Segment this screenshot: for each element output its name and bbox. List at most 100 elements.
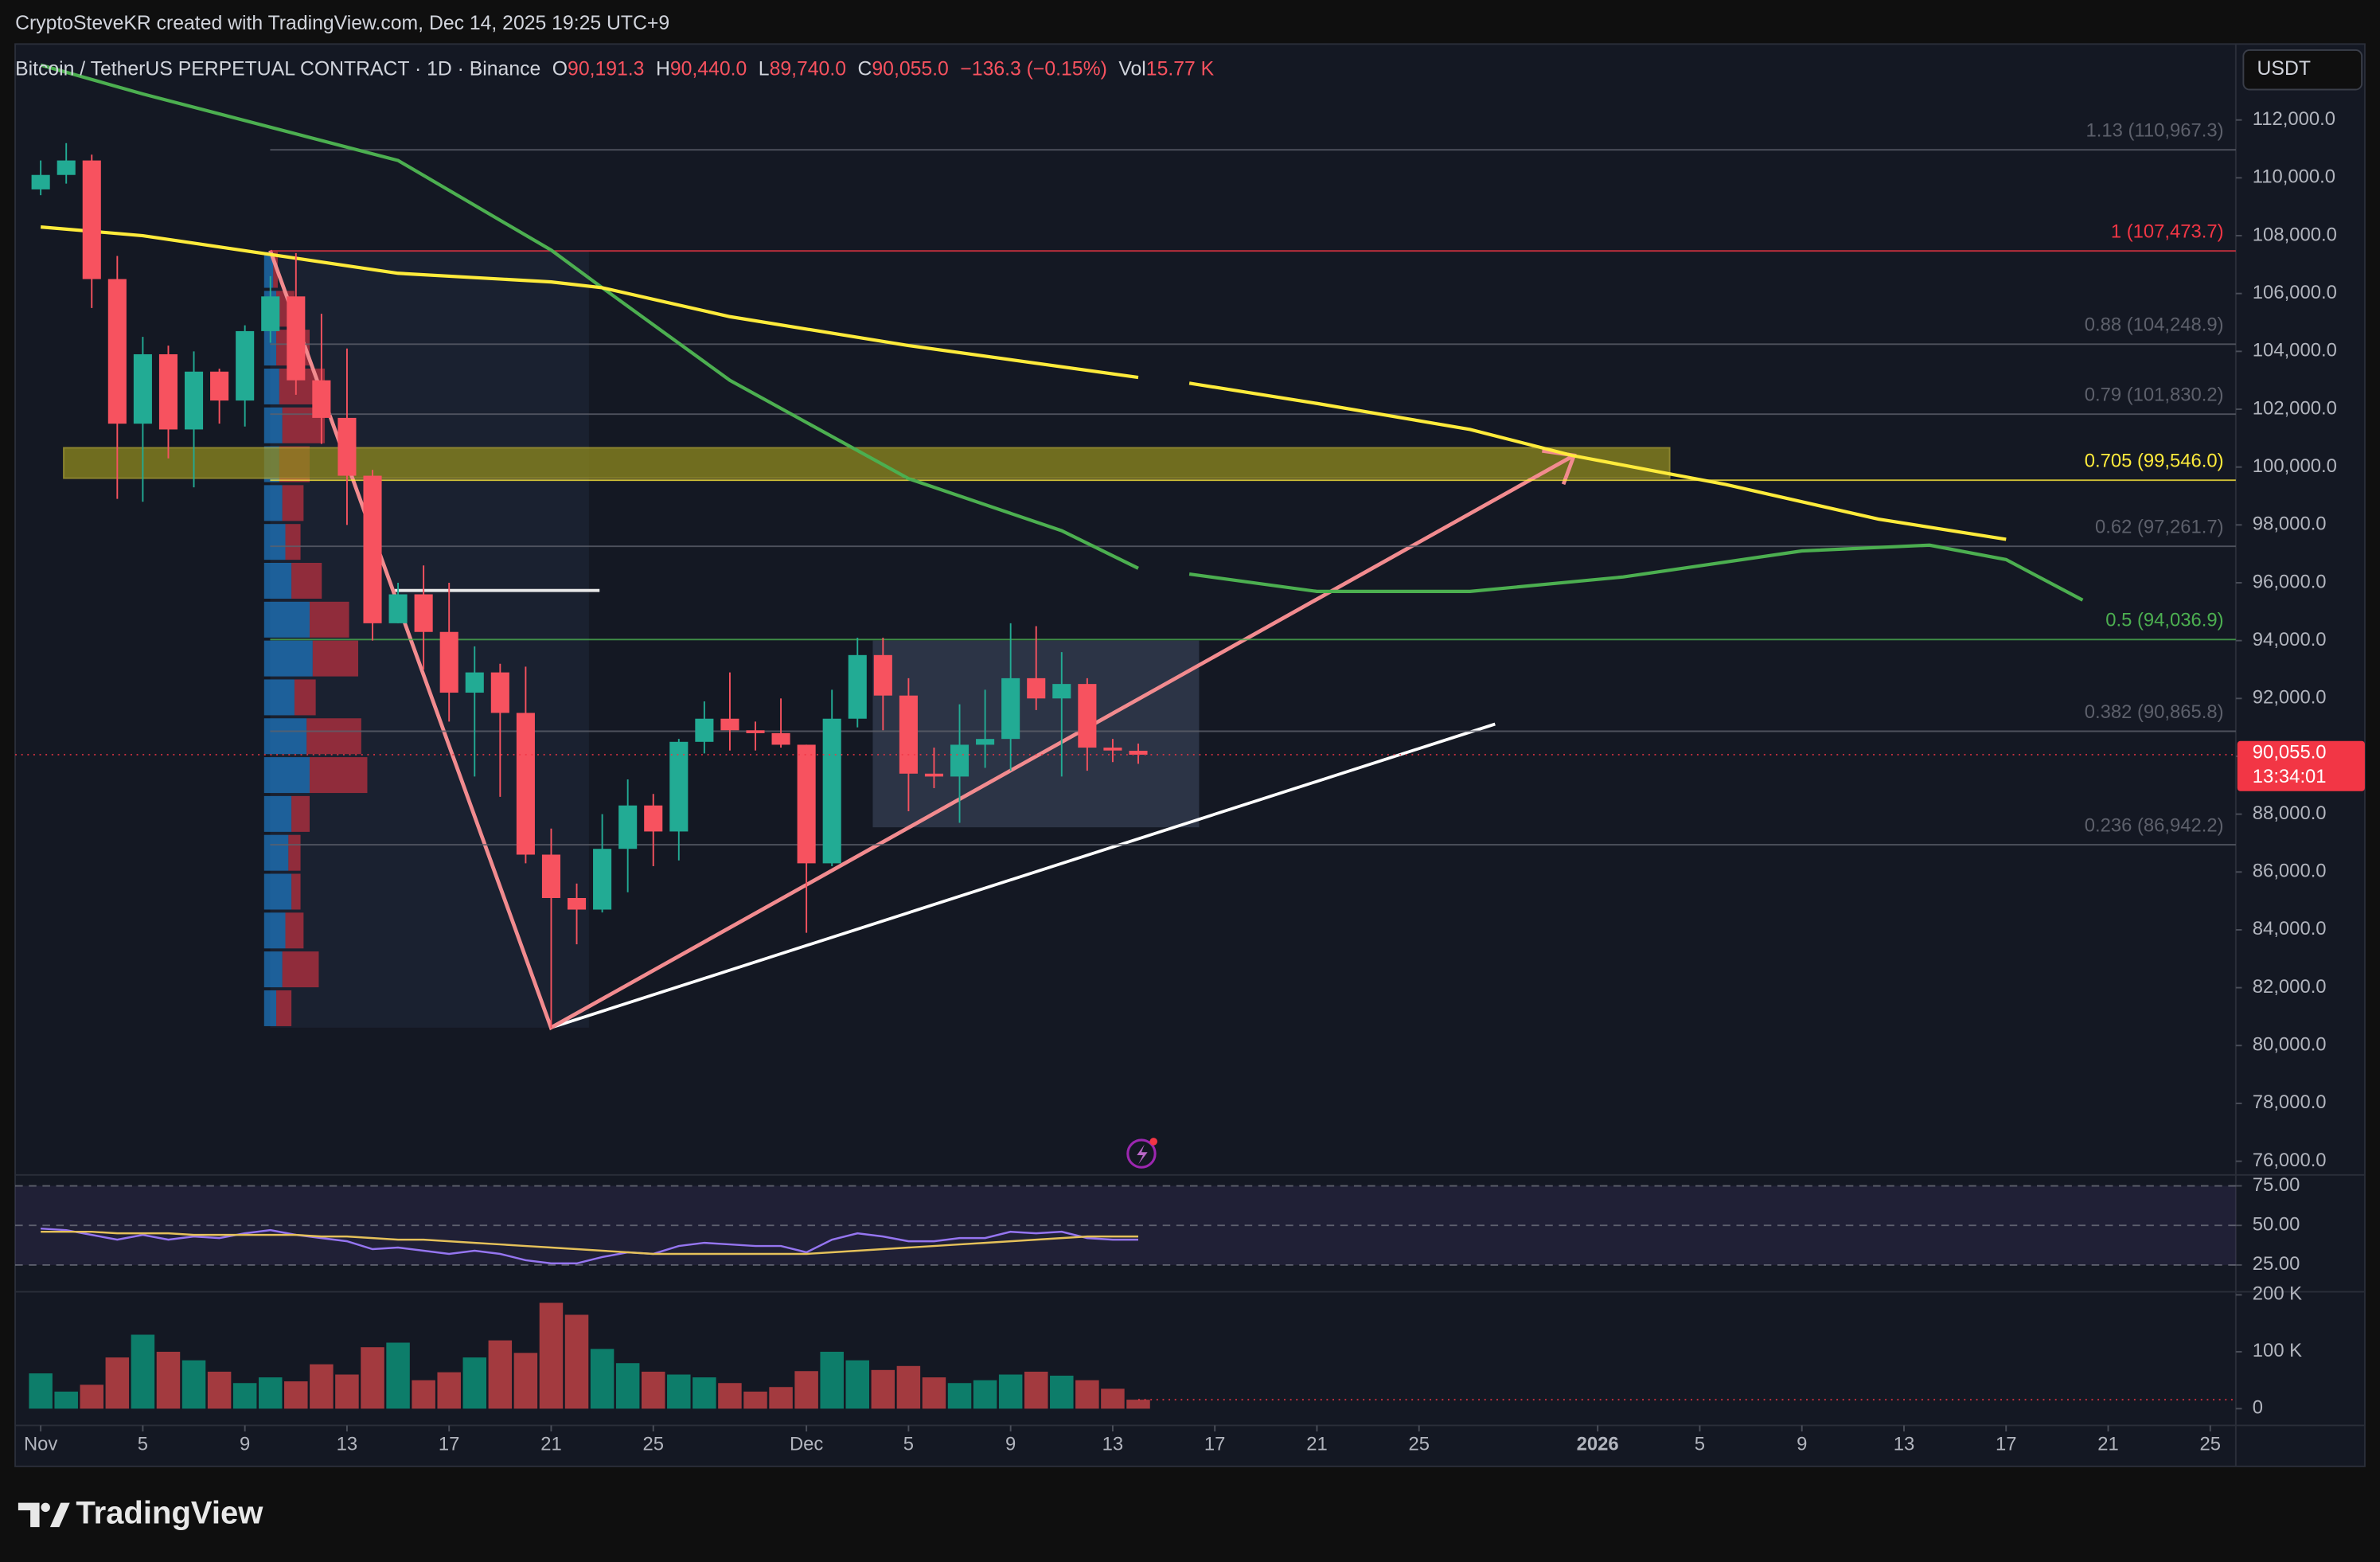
profile-bar (263, 368, 279, 404)
x-tick-label: 25 (642, 1433, 664, 1455)
volume-bar (232, 1383, 257, 1409)
candle-body (567, 897, 587, 910)
candle-body (873, 654, 892, 696)
open: 90,191.3 (568, 58, 644, 80)
logo-mark (49, 1502, 70, 1528)
candle-body (57, 160, 76, 175)
fib-label: 0.62 (97,261.7) (2095, 517, 2224, 538)
candle-body (644, 805, 663, 832)
profile-bar (282, 485, 304, 521)
profile-bar (276, 990, 292, 1026)
candle-body (439, 631, 458, 693)
x-tick-label: 21 (2097, 1433, 2119, 1455)
x-tick-label: Dec (790, 1433, 823, 1455)
fib-label: 0.88 (104,248.9) (2085, 314, 2224, 336)
volume-bar (156, 1351, 181, 1409)
candle-body (490, 672, 509, 713)
y-tick-label: 104,000.0 (2253, 340, 2337, 361)
candle-body (363, 475, 382, 623)
candle-body (287, 296, 306, 381)
profile-bar (285, 912, 304, 949)
volume-bar (437, 1372, 461, 1409)
y-tick-label: 92,000.0 (2253, 687, 2327, 709)
volume-bar (386, 1342, 410, 1409)
y-tick-label: 110,000.0 (2253, 166, 2335, 188)
volume-bar (513, 1353, 538, 1409)
support-trendline (550, 722, 1496, 1029)
y-tick-label: 96,000.0 (2253, 571, 2327, 592)
candle-body (848, 654, 867, 719)
volume-bar (361, 1347, 384, 1409)
y-tick-label: 75.00 (2253, 1174, 2300, 1196)
x-tick-label: 17 (439, 1433, 460, 1455)
fib-label: 0.236 (86,942.2) (2085, 814, 2224, 836)
y-tick-label: 84,000.0 (2253, 918, 2327, 939)
candle-body (31, 174, 50, 189)
candle-body (797, 744, 816, 864)
volume-bar (181, 1360, 206, 1409)
low-label: L (759, 58, 770, 80)
volume-bar (462, 1357, 487, 1409)
profile-bar (263, 601, 310, 638)
volume-bar (641, 1371, 665, 1409)
fib-label: 0.5 (94,036.9) (2105, 610, 2223, 631)
candle-body (1103, 748, 1122, 751)
volume-bar (310, 1364, 334, 1409)
event-icon[interactable] (1126, 1138, 1157, 1169)
volume-bar (922, 1377, 946, 1409)
volume-bar (284, 1381, 308, 1409)
candle-body (695, 718, 714, 742)
volume-bar (590, 1349, 615, 1409)
plot: 76,000.0 78,000.0 80,000.0 82,000.0 84,000.0… (15, 63, 2365, 1455)
volume-bar (743, 1391, 767, 1409)
currency[interactable]: USDT (2257, 58, 2311, 80)
candle-body (1001, 678, 1020, 740)
x-tick-label: 13 (1102, 1433, 1124, 1455)
x-tick-label: Nov (24, 1433, 57, 1455)
event-dot (1149, 1138, 1158, 1146)
profile-bar (263, 330, 277, 366)
candle-body (337, 417, 357, 476)
y-tick-label: 94,000.0 (2253, 629, 2327, 650)
logo-mark (18, 1502, 40, 1528)
profile-bar (263, 912, 286, 949)
candle-body (261, 296, 280, 331)
brand: TradingView (76, 1495, 263, 1530)
profile-bar (263, 873, 292, 910)
x-tick-label: 5 (903, 1433, 914, 1455)
candle-body (976, 739, 995, 745)
candle-body (899, 695, 918, 774)
candle-body (1078, 684, 1097, 748)
x-tick-label: 21 (1306, 1433, 1328, 1455)
fib-label: 1 (107,473.7) (2111, 221, 2224, 243)
rsi-line (41, 1227, 1138, 1265)
x-tick-label: 9 (1005, 1433, 1016, 1455)
y-tick-label: 80,000.0 (2253, 1034, 2327, 1056)
candle-body (618, 805, 638, 849)
volume-bar (998, 1374, 1023, 1409)
symbol: Bitcoin / TetherUS PERPETUAL CONTRACT · … (15, 58, 540, 80)
brand-logo: TradingView (18, 1495, 263, 1530)
fib-label: 1.13 (110,967.3) (2085, 120, 2223, 142)
profile-bar (285, 524, 301, 560)
profile-bar (263, 990, 277, 1026)
price-tag-countdown: 13:34:01 (2253, 766, 2327, 787)
change: −136.3 (−0.15%) (960, 58, 1107, 80)
volume-bar (1050, 1375, 1074, 1409)
profile-bar (310, 757, 368, 794)
profile-bar (306, 718, 361, 755)
profile-bar (282, 951, 319, 988)
candle-body (593, 849, 612, 910)
candle-body (771, 732, 790, 745)
resistance-zone (63, 447, 1671, 479)
x-tick-label: 13 (1894, 1433, 1915, 1455)
y-tick-label: 100 K (2253, 1340, 2302, 1361)
volume-bar (258, 1377, 283, 1409)
currency-box[interactable] (2242, 49, 2363, 91)
profile-bar (263, 834, 289, 871)
candle-body (210, 371, 229, 401)
candle-body (1027, 678, 1046, 699)
fib-label: 0.79 (101,830.2) (2085, 385, 2224, 406)
